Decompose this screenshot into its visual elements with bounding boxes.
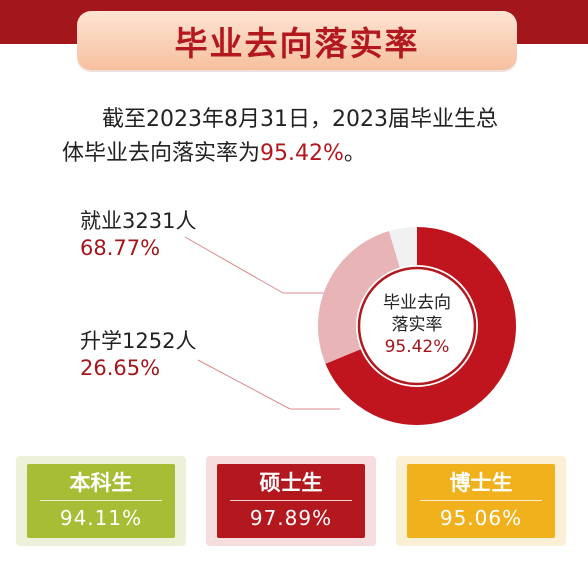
degree-name-master: 硕士生 <box>259 471 323 495</box>
degree-value-bachelor: 94.11% <box>59 506 143 530</box>
intro-line2-suffix: 。 <box>343 141 366 166</box>
center-label-line2: 落实率 <box>391 315 443 335</box>
degree-value-master: 97.89% <box>249 506 333 530</box>
leader-line-study <box>197 359 291 410</box>
degree-card-bachelor: 本科生 94.11% <box>16 456 186 546</box>
page-title: 毕业去向落实率 <box>174 23 420 63</box>
intro-line2: 体毕业去向落实率为95.42%。 <box>62 137 542 171</box>
degree-name-doctor: 博士生 <box>449 471 513 495</box>
degree-name-bachelor: 本科生 <box>69 471 133 495</box>
donut-center <box>357 266 477 386</box>
degree-card-bachelor-inner: 本科生 94.11% <box>27 464 175 538</box>
slice-value-study: 26.65% <box>80 356 161 380</box>
degree-value-doctor: 95.06% <box>439 506 523 530</box>
center-label-line1: 毕业去向 <box>383 293 451 313</box>
center-value: 95.42% <box>384 337 450 357</box>
degree-card-master-inner: 硕士生 97.89% <box>217 464 365 538</box>
intro-rate-value: 95.42% <box>260 141 344 166</box>
donut-slice-study <box>318 231 401 364</box>
degree-divider <box>230 500 352 501</box>
leader-line-employment <box>184 236 284 294</box>
degree-divider <box>420 500 542 501</box>
donut-slice-employment <box>325 227 516 425</box>
donut-center-label: 毕业去向 落实率 95.42% <box>370 292 464 358</box>
slice-label-employment: 就业3231人 <box>80 209 197 233</box>
intro-line2-prefix: 体毕业去向落实率为 <box>62 141 261 166</box>
intro-text: 截至2023年8月31日，2023届毕业生总 体毕业去向落实率为95.42%。 <box>62 103 542 171</box>
slice-label-study: 升学1252人 <box>80 329 197 353</box>
degree-card-doctor-inner: 博士生 95.06% <box>407 464 555 538</box>
intro-line1: 截至2023年8月31日，2023届毕业生总 <box>102 107 498 132</box>
slice-value-employment: 68.77% <box>80 236 161 260</box>
title-banner: 毕业去向落实率 <box>77 11 517 70</box>
degree-card-doctor: 博士生 95.06% <box>396 456 566 546</box>
degree-card-master: 硕士生 97.89% <box>206 456 376 546</box>
degree-divider <box>40 500 162 501</box>
